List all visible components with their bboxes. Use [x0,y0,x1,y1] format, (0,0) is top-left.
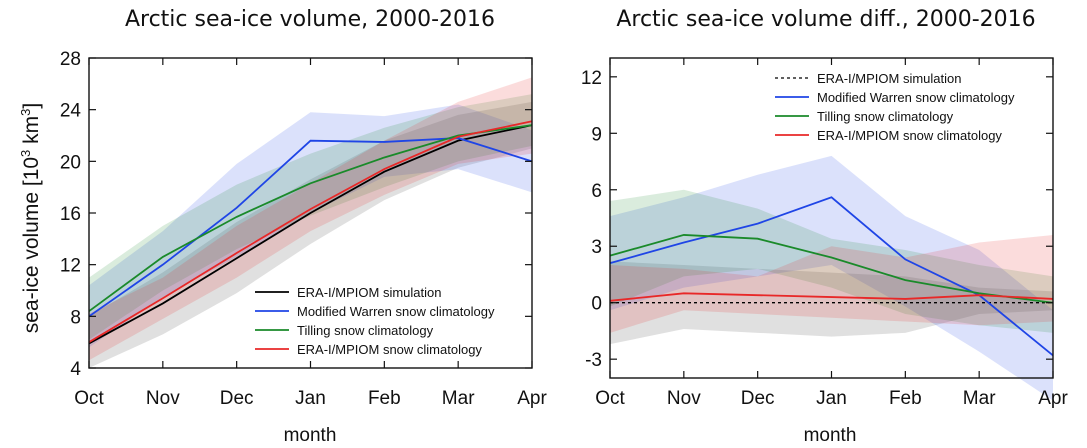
y-tick-label: 28 [60,49,81,70]
series-band [610,261,1053,345]
uncertainty-bands [610,155,1053,401]
legend-label: ERA-I/MPIOM simulation [297,285,441,300]
y-axis-label: sea-ice volume [103 km3] [18,103,43,333]
chart-title: Arctic sea-ice volume, 2000-2016 [125,7,495,32]
series-line [88,124,533,312]
y-tick-label: 24 [60,101,82,122]
x-tick-label: Dec [220,388,254,409]
x-axis-label: month [284,425,337,446]
x-axis-label: month [804,425,857,446]
series-band [89,77,532,361]
axis-ticks: 4 8 12 16 20 24 28 Oct Nov Dec Jan Feb Mar Apr [60,49,548,409]
x-tick-label: Jan [816,388,847,409]
y-tick-label: 12 [60,256,81,277]
y-tick-label: 6 [591,181,602,202]
legend-label: ERA-I/MPIOM snow climatology [817,128,1002,143]
x-tick-label: Feb [889,388,922,409]
x-tick-label: Mar [963,388,996,409]
series-line [88,124,533,345]
y-tick-label: 4 [70,359,81,380]
x-tick-label: Jan [295,388,326,409]
y-tick-label: 8 [70,307,81,328]
series-band [610,155,1053,401]
legend-label: Modified Warren snow climatology [817,90,1015,105]
series-lines [88,120,533,345]
legend-label: Tilling snow climatology [817,109,954,124]
series-line [88,120,533,343]
x-tick-label: Apr [517,388,547,409]
x-tick-label: Dec [741,388,775,409]
series-line [609,292,1054,302]
x-tick-label: Mar [442,388,475,409]
series-band [610,234,1053,333]
y-tick-label: 9 [591,124,602,145]
y-tick-label: 0 [591,294,602,315]
series-band [89,104,532,348]
legend-label: Tilling snow climatology [297,323,434,338]
volume-chart: Arctic sea-ice volume, 2000-2016 sea-ice… [18,7,547,446]
legend-label: ERA-I/MPIOM snow climatology [297,342,482,357]
axis-ticks: -3 0 3 6 9 12 Oct Nov Dec Jan Feb Mar Apr [581,58,1068,409]
legend: ERA-I/MPIOM simulation Modified Warren sn… [255,285,495,357]
y-tick-label: -3 [585,350,602,371]
x-tick-label: Apr [1038,388,1068,409]
x-tick-label: Feb [368,388,401,409]
y-tick-label: 20 [60,152,81,173]
chart-title: Arctic sea-ice volume diff., 2000-2016 [616,7,1035,32]
volume-diff-chart: Arctic sea-ice volume diff., 2000-2016 m… [581,7,1069,446]
series-lines [609,196,1054,357]
y-tick-label: 12 [581,68,602,89]
x-tick-label: Oct [595,388,625,409]
x-tick-label: Nov [146,388,180,409]
series-line [609,234,1054,304]
y-tick-label: 3 [591,237,602,258]
series-band [89,101,532,369]
x-tick-label: Oct [74,388,104,409]
x-tick-label: Nov [667,388,701,409]
legend-label: ERA-I/MPIOM simulation [817,71,961,86]
series-line [88,137,533,318]
y-tick-label: 16 [60,204,81,225]
legend: ERA-I/MPIOM simulation Modified Warren sn… [775,71,1015,143]
legend-label: Modified Warren snow climatology [297,304,495,319]
